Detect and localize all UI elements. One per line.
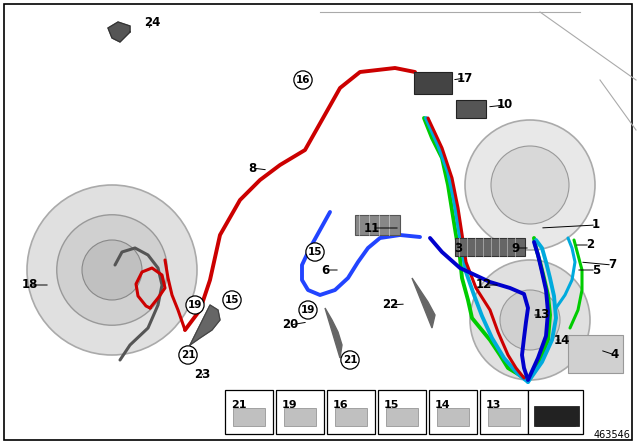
Bar — [386, 408, 418, 426]
Bar — [528, 390, 583, 434]
Bar — [233, 408, 265, 426]
Bar — [536, 408, 575, 426]
Polygon shape — [190, 305, 220, 345]
Text: 15: 15 — [225, 295, 239, 305]
Text: 19: 19 — [282, 400, 298, 410]
Text: 16: 16 — [333, 400, 349, 410]
Text: 15: 15 — [384, 400, 399, 410]
Bar — [284, 408, 316, 426]
Text: 3: 3 — [454, 241, 462, 254]
Circle shape — [82, 240, 142, 300]
Bar — [455, 238, 525, 256]
Circle shape — [470, 260, 590, 380]
Text: 463546: 463546 — [593, 430, 630, 440]
Text: 2: 2 — [586, 238, 594, 251]
Text: 14: 14 — [435, 400, 451, 410]
Circle shape — [57, 215, 167, 325]
Text: 14: 14 — [554, 333, 570, 346]
Polygon shape — [412, 278, 435, 328]
Bar — [414, 72, 452, 94]
Text: 19: 19 — [188, 300, 202, 310]
Bar — [335, 408, 367, 426]
Bar — [488, 408, 520, 426]
Text: 12: 12 — [476, 279, 492, 292]
Text: 1: 1 — [592, 219, 600, 232]
Polygon shape — [108, 22, 130, 42]
Text: 13: 13 — [486, 400, 501, 410]
Circle shape — [491, 146, 569, 224]
Bar — [456, 100, 486, 118]
Bar — [429, 390, 477, 434]
Text: 11: 11 — [364, 221, 380, 234]
Text: 17: 17 — [457, 72, 473, 85]
Text: 23: 23 — [194, 369, 210, 382]
Circle shape — [465, 120, 595, 250]
Text: 15: 15 — [308, 247, 323, 257]
Bar — [568, 335, 623, 373]
Text: 6: 6 — [321, 263, 329, 276]
Text: 7: 7 — [608, 258, 616, 271]
Polygon shape — [325, 308, 342, 358]
Text: 16: 16 — [296, 75, 310, 85]
Text: 21: 21 — [180, 350, 195, 360]
Text: 18: 18 — [22, 279, 38, 292]
Text: 4: 4 — [611, 349, 619, 362]
Text: 19: 19 — [301, 305, 315, 315]
Bar — [327, 390, 375, 434]
Text: 22: 22 — [382, 298, 398, 311]
Bar — [480, 390, 528, 434]
Text: 5: 5 — [592, 263, 600, 276]
Bar — [355, 215, 400, 235]
Text: 20: 20 — [282, 319, 298, 332]
Bar — [437, 408, 469, 426]
Circle shape — [500, 290, 560, 350]
Text: 10: 10 — [497, 99, 513, 112]
Bar — [378, 390, 426, 434]
Bar — [225, 390, 273, 434]
Text: 21: 21 — [231, 400, 246, 410]
Text: 21: 21 — [343, 355, 357, 365]
Bar — [276, 390, 324, 434]
Bar — [534, 406, 579, 426]
Text: 24: 24 — [144, 16, 160, 29]
Text: 13: 13 — [534, 309, 550, 322]
Text: 8: 8 — [248, 161, 256, 175]
Circle shape — [27, 185, 197, 355]
Text: 9: 9 — [512, 241, 520, 254]
